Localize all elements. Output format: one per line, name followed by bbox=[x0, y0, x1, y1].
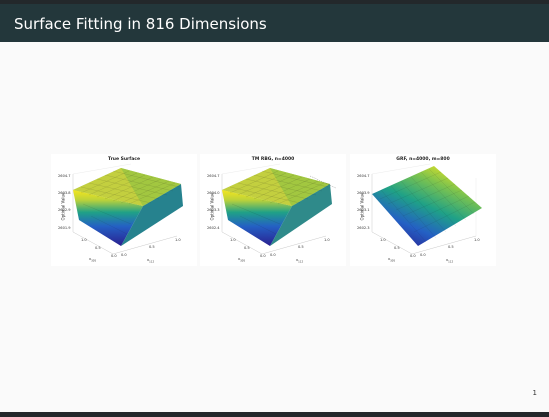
top-bar bbox=[0, 0, 549, 4]
y-tick: 1.0 bbox=[175, 238, 181, 242]
z-tick: 2602.3 bbox=[357, 226, 370, 230]
z-tick: 2604.7 bbox=[357, 174, 370, 178]
x-tick: 0.0 bbox=[111, 254, 117, 258]
z-axis-label: x112 bbox=[147, 258, 155, 264]
z-tick: 2604.7 bbox=[58, 174, 71, 178]
z-tick: 2603.9 bbox=[357, 191, 370, 195]
x-tick: 0.5 bbox=[95, 246, 101, 250]
x-tick: 0.5 bbox=[244, 246, 250, 250]
y-tick: 0.5 bbox=[149, 245, 155, 249]
y-tick: 1.0 bbox=[324, 238, 330, 242]
x-tick: 1.0 bbox=[230, 238, 236, 242]
z-tick: 2603.3 bbox=[207, 208, 220, 212]
y-tick: 0.5 bbox=[448, 245, 454, 249]
plot-panel-grf: GRF, n=4000, m=800 Optimal Value 2604.7 … bbox=[350, 154, 496, 266]
surface-plot-2 bbox=[221, 163, 337, 255]
y-tick: 0.0 bbox=[270, 253, 276, 257]
z-tick: 2601.9 bbox=[58, 226, 71, 230]
y-tick: 0.5 bbox=[298, 245, 304, 249]
surface-right-face bbox=[121, 184, 183, 246]
x-tick: 1.0 bbox=[380, 238, 386, 242]
slide-title: Surface Fitting in 816 Dimensions bbox=[14, 15, 267, 33]
surface bbox=[372, 166, 482, 246]
y-axis-label: Optimal Value bbox=[60, 192, 66, 221]
x-axis-label: x305 bbox=[89, 257, 97, 263]
y-tick: 1.0 bbox=[474, 238, 480, 242]
y-tick: 0.0 bbox=[121, 253, 127, 257]
surface-left-face bbox=[222, 190, 292, 246]
x-tick: 1.0 bbox=[81, 238, 87, 242]
x-tick: 0.0 bbox=[260, 254, 266, 258]
z-tick: 2602.4 bbox=[207, 226, 220, 230]
y-axis-label: Optimal Value bbox=[359, 192, 365, 221]
z-axis-label: x112 bbox=[296, 258, 304, 264]
z-tick: 2603.1 bbox=[357, 208, 370, 212]
surface-left-face bbox=[73, 190, 143, 246]
y-axis-label: Optimal Value bbox=[209, 192, 215, 221]
surface-plot-1 bbox=[72, 163, 183, 255]
x-tick: 0.0 bbox=[410, 254, 416, 258]
z-tick: 2604.7 bbox=[207, 174, 220, 178]
z-tick: 2603.8 bbox=[58, 191, 71, 195]
plot-panel-true-surface: True Surface Optimal Value 2604.7 2603.8… bbox=[51, 154, 197, 266]
z-tick: 2602.9 bbox=[58, 208, 71, 212]
bottom-bar bbox=[0, 412, 549, 417]
z-tick: 2604.0 bbox=[207, 191, 220, 195]
panel-title: TM RBG, n=4000 bbox=[251, 157, 295, 162]
x-tick: 0.5 bbox=[394, 246, 400, 250]
surface-right-face bbox=[270, 184, 332, 246]
slide-header: Surface Fitting in 816 Dimensions bbox=[0, 4, 549, 42]
z-axis-label: x112 bbox=[446, 258, 454, 264]
panel-title: True Surface bbox=[108, 157, 140, 162]
page-number: 1 bbox=[532, 389, 537, 397]
x-axis-label: x305 bbox=[238, 257, 246, 263]
y-tick: 0.0 bbox=[420, 253, 426, 257]
x-axis-label: x305 bbox=[388, 257, 396, 263]
plot-panel-tm-rbg: TM RBG, n=4000 Optimal Value 2604.7 2604… bbox=[200, 154, 346, 266]
surface-plot-3 bbox=[371, 163, 482, 255]
panel-title: GRF, n=4000, m=800 bbox=[396, 157, 450, 162]
